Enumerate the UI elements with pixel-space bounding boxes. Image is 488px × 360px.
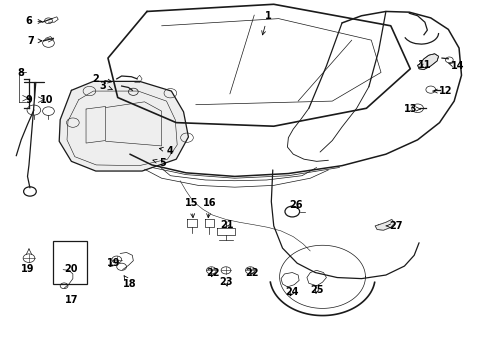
Polygon shape [108,4,409,126]
Text: 8: 8 [18,68,24,78]
Text: 25: 25 [309,285,323,296]
Text: 6: 6 [25,17,42,27]
Text: 9: 9 [25,95,32,105]
Text: 22: 22 [205,267,219,278]
Text: 23: 23 [219,277,232,287]
Bar [53,241,86,284]
Text: 17: 17 [64,295,78,305]
Text: 4: 4 [159,145,173,156]
Text: 16: 16 [202,198,216,217]
Text: 1: 1 [261,11,271,35]
Polygon shape [59,81,188,171]
Text: 21: 21 [220,220,234,230]
Text: 26: 26 [288,200,302,210]
Text: 24: 24 [285,287,299,297]
Text: 11: 11 [417,60,431,70]
Text: 27: 27 [386,221,402,231]
Text: 19: 19 [20,264,34,274]
Text: 15: 15 [185,198,198,217]
Text: 5: 5 [153,158,165,168]
Text: 18: 18 [123,276,137,289]
Text: 19: 19 [107,258,121,268]
Text: 2: 2 [92,74,111,84]
Polygon shape [374,220,394,230]
Text: 10: 10 [40,95,54,105]
Text: 22: 22 [244,267,258,278]
Text: 13: 13 [403,104,419,114]
Text: 12: 12 [432,86,451,96]
Text: 7: 7 [27,36,42,46]
Text: 20: 20 [64,264,78,274]
Polygon shape [417,54,438,69]
Text: 14: 14 [447,61,464,71]
Text: 3: 3 [100,81,112,91]
